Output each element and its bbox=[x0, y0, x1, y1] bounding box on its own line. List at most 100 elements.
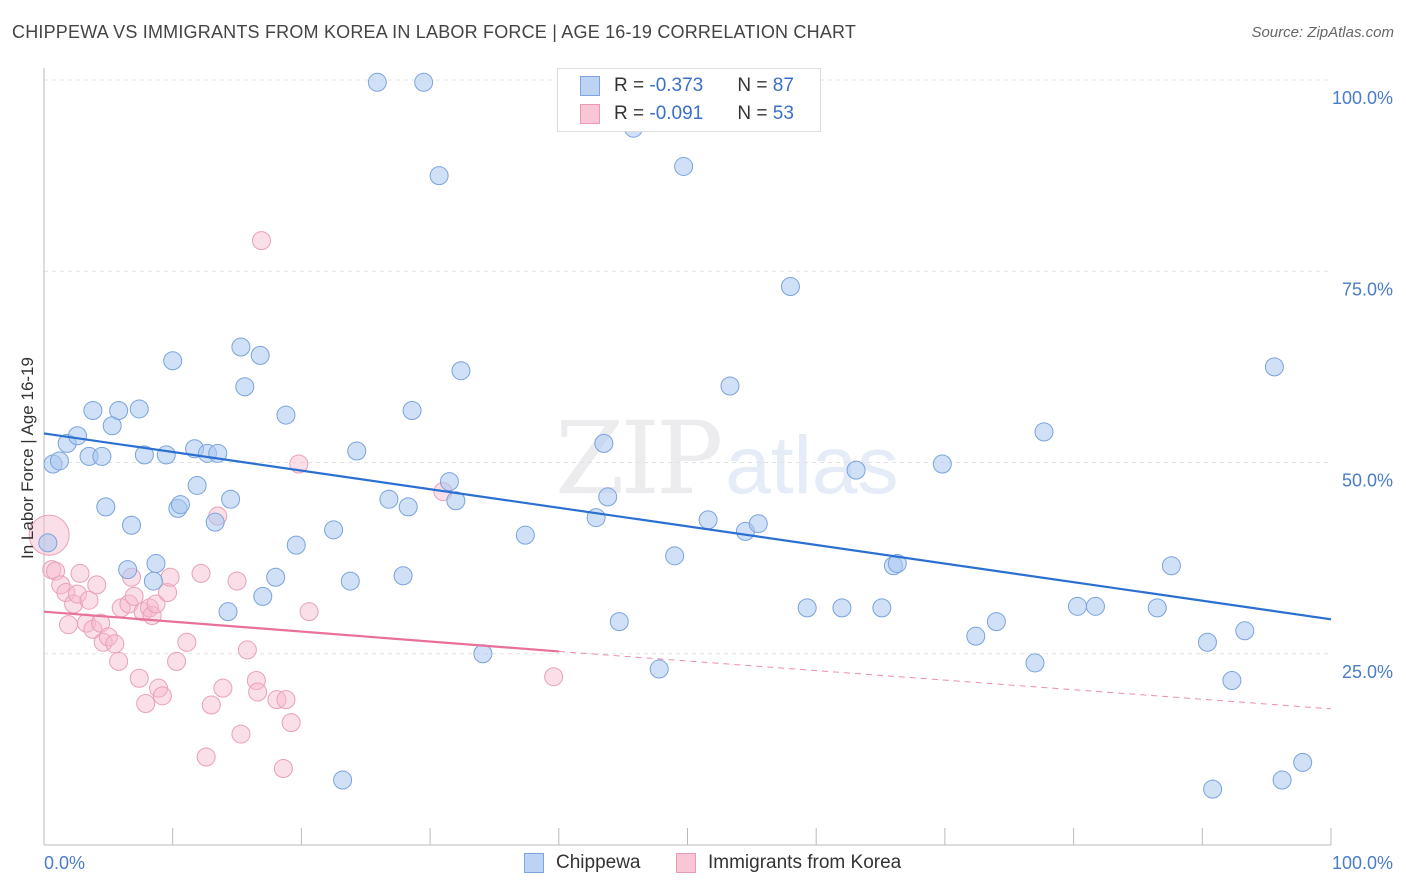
data-point-chippewa bbox=[609, 612, 629, 632]
trend-lines bbox=[43, 432, 1332, 710]
legend-n-value: 87 bbox=[772, 75, 794, 96]
data-point-chippewa bbox=[38, 533, 58, 553]
data-point-korea bbox=[248, 682, 268, 702]
data-point-chippewa bbox=[367, 72, 387, 92]
legend-swatch-chippewa bbox=[580, 76, 600, 96]
data-point-chippewa bbox=[439, 472, 459, 492]
data-point-chippewa bbox=[1025, 653, 1045, 673]
watermark-zip: ZIP bbox=[555, 400, 723, 517]
data-point-korea bbox=[67, 584, 87, 604]
data-point-korea bbox=[158, 583, 178, 603]
y-tick-label: 25.0% bbox=[1342, 662, 1393, 682]
data-point-chippewa bbox=[1067, 596, 1087, 616]
data-point-chippewa bbox=[170, 495, 190, 515]
data-point-chippewa bbox=[187, 475, 207, 495]
data-point-korea bbox=[201, 695, 221, 715]
watermark-atlas: atlas bbox=[725, 420, 899, 511]
data-point-korea bbox=[70, 563, 90, 583]
data-point-chippewa bbox=[1264, 357, 1284, 377]
data-point-chippewa bbox=[986, 612, 1006, 632]
data-point-korea bbox=[276, 690, 296, 710]
data-point-korea bbox=[273, 759, 293, 778]
legend-n-label: N = bbox=[737, 75, 773, 96]
data-point-korea bbox=[105, 634, 125, 654]
data-point-chippewa bbox=[83, 400, 103, 420]
data-point-chippewa bbox=[402, 400, 422, 420]
data-point-korea bbox=[136, 693, 156, 713]
data-point-chippewa bbox=[515, 525, 535, 545]
data-point-korea bbox=[196, 747, 216, 767]
data-point-chippewa bbox=[966, 626, 986, 646]
data-point-korea bbox=[227, 571, 247, 591]
chart-title: CHIPPEWA VS IMMIGRANTS FROM KOREA IN LAB… bbox=[12, 22, 857, 42]
data-point-korea bbox=[109, 651, 129, 671]
legend-r-label: R = bbox=[614, 75, 650, 96]
source-credit: Source: ZipAtlas.com bbox=[1251, 24, 1394, 41]
data-point-chippewa bbox=[451, 361, 471, 381]
data-point-chippewa bbox=[720, 376, 740, 396]
data-point-korea bbox=[544, 667, 564, 687]
data-point-korea bbox=[160, 567, 180, 587]
data-point-korea bbox=[281, 713, 301, 733]
data-point-chippewa bbox=[698, 510, 718, 530]
y-tick-label: 100.0% bbox=[1332, 88, 1393, 108]
data-point-korea bbox=[237, 640, 257, 660]
y-tick-label: 50.0% bbox=[1342, 471, 1393, 491]
data-point-chippewa bbox=[146, 553, 166, 573]
data-point-chippewa bbox=[1235, 621, 1255, 641]
data-point-chippewa bbox=[832, 598, 852, 618]
data-point-chippewa bbox=[649, 659, 669, 679]
data-point-korea bbox=[213, 678, 233, 698]
series-legend: Chippewa Immigrants from Korea bbox=[0, 852, 1406, 878]
data-point-korea bbox=[58, 615, 78, 635]
data-point-chippewa bbox=[96, 497, 116, 517]
data-point-chippewa bbox=[266, 567, 286, 587]
data-point-chippewa bbox=[92, 446, 112, 466]
data-point-chippewa bbox=[872, 598, 892, 618]
legend-swatch-chippewa bbox=[524, 853, 544, 873]
data-point-korea bbox=[299, 602, 319, 622]
data-point-korea bbox=[231, 724, 251, 744]
tick-labels: 25.0% 50.0% 75.0% 100.0% 0.0% 100.0% In Labor … bbox=[18, 88, 1393, 873]
legend-item-korea: Immigrants from Korea bbox=[676, 852, 901, 874]
data-point-korea bbox=[146, 594, 166, 614]
data-point-chippewa bbox=[276, 405, 296, 425]
data-point-chippewa bbox=[231, 337, 251, 357]
data-point-chippewa bbox=[109, 400, 129, 420]
data-point-chippewa bbox=[333, 770, 353, 790]
data-point-chippewa bbox=[674, 156, 694, 176]
data-point-chippewa bbox=[414, 72, 434, 92]
data-point-korea bbox=[79, 590, 99, 610]
legend-swatch-korea bbox=[676, 853, 696, 873]
data-point-chippewa bbox=[393, 566, 413, 586]
data-point-chippewa bbox=[286, 535, 306, 555]
data-point-korea bbox=[167, 651, 187, 671]
data-point-chippewa bbox=[324, 520, 344, 540]
y-axis-label: In Labor Force | Age 16-19 bbox=[18, 357, 37, 559]
data-point-chippewa bbox=[143, 571, 163, 591]
data-point-chippewa bbox=[118, 560, 138, 580]
data-point-chippewa bbox=[594, 433, 614, 453]
y-tick-label: 75.0% bbox=[1342, 279, 1393, 299]
legend-label-chippewa: Chippewa bbox=[556, 852, 641, 873]
x-tick-label: 100.0% bbox=[1332, 853, 1393, 873]
axes bbox=[43, 68, 1332, 846]
x-tick-label: 0.0% bbox=[44, 853, 85, 873]
data-point-chippewa bbox=[67, 426, 87, 446]
data-point-chippewa bbox=[887, 553, 907, 573]
data-point-chippewa bbox=[221, 489, 241, 509]
watermark: ZIPatlas bbox=[555, 400, 899, 517]
correlation-legend: R = -0.373 N = 87 R = -0.091 N = 53 bbox=[557, 68, 821, 132]
data-point-chippewa bbox=[122, 515, 142, 535]
data-point-chippewa bbox=[218, 602, 238, 622]
legend-r-value: -0.373 bbox=[649, 75, 704, 96]
legend-r-label: R = bbox=[614, 103, 650, 124]
legend-row-korea: R = -0.091 N = 53 bbox=[580, 101, 794, 127]
data-point-chippewa bbox=[379, 489, 399, 509]
data-point-chippewa bbox=[932, 454, 952, 474]
data-point-korea bbox=[83, 619, 103, 639]
legend-row-chippewa: R = -0.373 N = 87 bbox=[580, 73, 794, 99]
data-point-chippewa bbox=[347, 441, 367, 461]
data-point-korea bbox=[129, 668, 149, 688]
